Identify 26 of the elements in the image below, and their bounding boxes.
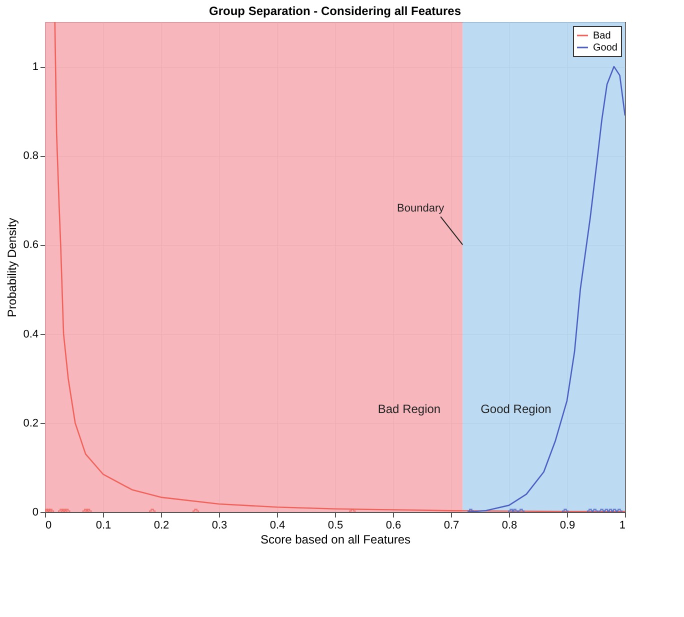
x-tick-label: 0.2: [154, 520, 170, 532]
legend-label: Good: [593, 42, 618, 54]
y-tick-label: 0.8: [23, 150, 38, 162]
x-tick-label: 0.7: [444, 520, 460, 532]
line-series: [54, 22, 625, 512]
band-label: Good Region: [480, 402, 552, 416]
x-tick-label: 0: [46, 520, 52, 532]
y-tick-label: 0.4: [23, 328, 38, 340]
legend-label: Bad: [593, 30, 611, 42]
y-axis-title: Probability Density: [5, 218, 20, 318]
x-tick-label: 0.6: [386, 520, 402, 532]
x-tick-label: 0.4: [270, 520, 286, 532]
y-tick-label: 1: [32, 61, 38, 74]
band-label: Bad Region: [378, 402, 441, 416]
x-tick-label: 0.8: [502, 520, 518, 532]
x-tick-label: 1: [619, 520, 626, 532]
annotation: Boundary: [397, 202, 445, 215]
x-tick-label: 0.9: [560, 520, 576, 532]
y-tick-label: 0.6: [23, 239, 38, 252]
chart-title: Group Separation - Considering all Features: [208, 4, 462, 18]
x-tick-label: 0.3: [212, 520, 228, 532]
y-tick-label: 0.2: [23, 417, 38, 430]
x-axis-title: Score based on all Features: [260, 532, 411, 546]
x-tick-label: 0.1: [96, 520, 112, 532]
y-tick-label: 0: [32, 506, 38, 518]
x-tick-label: 0.5: [328, 520, 344, 532]
